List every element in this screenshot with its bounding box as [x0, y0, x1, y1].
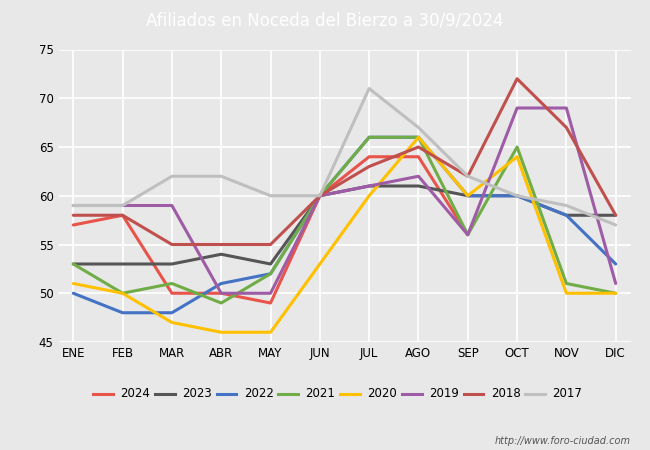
- Text: Afiliados en Noceda del Bierzo a 30/9/2024: Afiliados en Noceda del Bierzo a 30/9/20…: [146, 11, 504, 29]
- Text: 2024: 2024: [120, 387, 150, 400]
- Text: 2020: 2020: [367, 387, 397, 400]
- Text: 2022: 2022: [244, 387, 274, 400]
- Text: 2017: 2017: [552, 387, 582, 400]
- Text: 2023: 2023: [182, 387, 212, 400]
- Text: 2019: 2019: [429, 387, 459, 400]
- Text: 2018: 2018: [491, 387, 521, 400]
- Text: http://www.foro-ciudad.com: http://www.foro-ciudad.com: [495, 436, 630, 446]
- Text: 2021: 2021: [306, 387, 335, 400]
